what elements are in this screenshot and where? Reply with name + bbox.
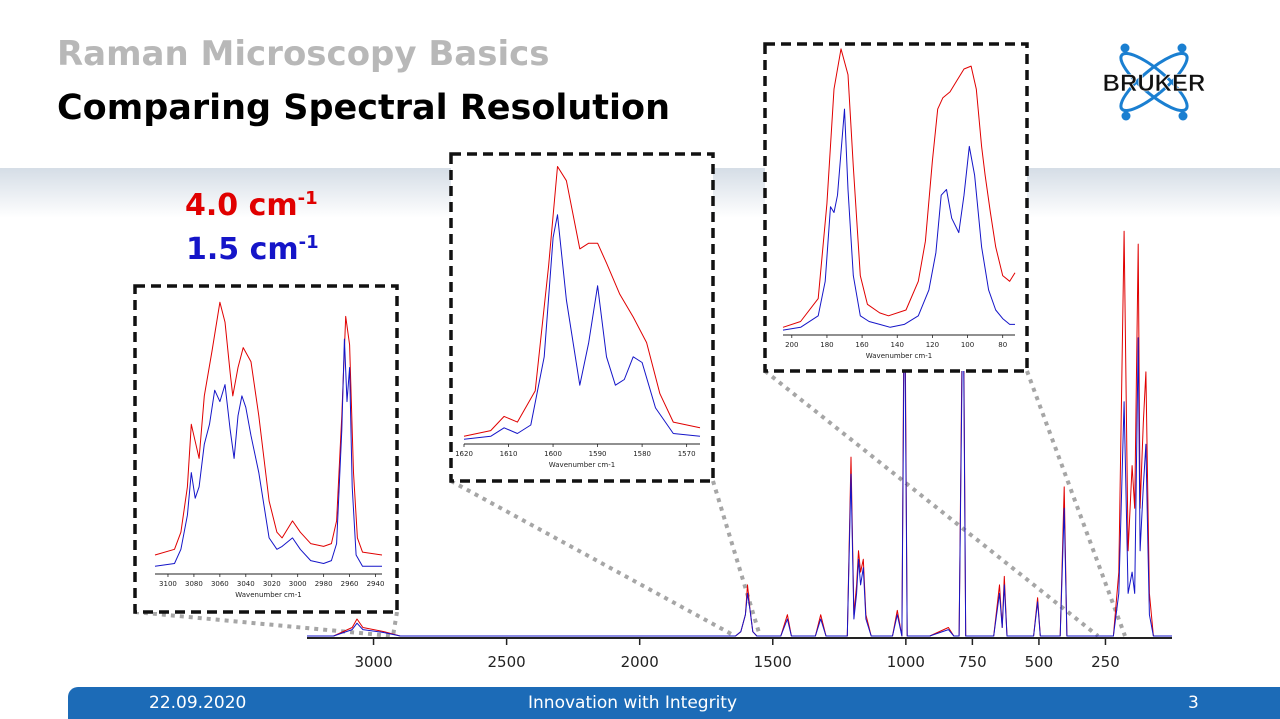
x-tick-label: 3040: [237, 580, 255, 588]
x-tick-label: 2000: [621, 653, 659, 671]
x-tick-label: 1620: [455, 450, 473, 458]
inset-frame: [449, 152, 715, 483]
x-tick-label: 1600: [544, 450, 562, 458]
inset-frame: [133, 284, 399, 614]
series-line-blue: [154, 338, 382, 567]
slide-supertitle: Raman Microscopy Basics: [57, 34, 550, 74]
x-tick-label: 140: [891, 341, 904, 349]
x-axis-label: Wavenumber cm-1: [235, 591, 301, 599]
x-tick-label: 2960: [341, 580, 359, 588]
legend-blue-resolution: 1.5 cm-1: [186, 232, 319, 267]
bruker-logo: BRUKER: [1102, 43, 1206, 121]
x-tick-label: 1570: [678, 450, 696, 458]
series-line-red: [307, 230, 1172, 637]
slide-title: Comparing Spectral Resolution: [57, 88, 670, 128]
x-axis-label: Wavenumber cm-1: [549, 461, 615, 469]
x-tick-label: 120: [926, 341, 939, 349]
x-tick-label: 1590: [589, 450, 607, 458]
x-tick-label: 3100: [159, 580, 177, 588]
x-tick-label: 160: [855, 341, 868, 349]
series-line-blue: [463, 214, 701, 440]
zoom-connector-line: [391, 611, 399, 637]
zoom-connector-line: [450, 479, 736, 638]
zoom-connector-line: [711, 480, 762, 637]
x-tick-label: 1000: [887, 653, 925, 671]
x-tick-label: 2500: [488, 653, 526, 671]
logo-text: BRUKER: [1103, 70, 1206, 97]
x-axis-label: Wavenumber cm-1: [866, 352, 932, 360]
x-tick-label: 250: [1091, 653, 1120, 671]
x-tick-label: 750: [958, 653, 987, 671]
x-tick-label: 3000: [354, 653, 392, 671]
x-tick-label: 1610: [500, 450, 518, 458]
series-line-blue: [307, 277, 1172, 637]
footer-bar: 22.09.2020 Innovation with Integrity 3: [68, 687, 1280, 719]
x-tick-label: 3060: [211, 580, 229, 588]
x-tick-label: 3020: [263, 580, 281, 588]
inset-frame: [763, 42, 1029, 373]
x-tick-label: 80: [998, 341, 1007, 349]
zoom-connector-line: [134, 610, 393, 638]
x-tick-label: 2940: [367, 580, 385, 588]
x-tick-label: 500: [1025, 653, 1054, 671]
page-number: 3: [1188, 693, 1199, 713]
chart-full-spectrum: 3000 2500 2000 1500 1000 750 500 250: [307, 230, 1172, 671]
x-tick-label: 180: [820, 341, 833, 349]
x-tick-label: 1500: [754, 653, 792, 671]
zoom-connector-line: [1025, 370, 1127, 637]
series-line-red: [782, 48, 1016, 328]
x-tick-label: 1580: [633, 450, 651, 458]
x-tick-label: 200: [785, 341, 798, 349]
zoom-connector-line: [763, 369, 1100, 638]
chart-inset-ch-stretch: 3100 3080 3060 3040 3020 3000 2980 2960 2940 Wave…: [133, 284, 399, 614]
x-tick-label: 3080: [185, 580, 203, 588]
series-line-red: [463, 166, 701, 437]
x-tick-label: 3000: [289, 580, 307, 588]
chart-inset-low-frequency: 200 180 160 140 120 100 80 Wavenumber cm-1: [763, 42, 1029, 373]
x-tick-label: 100: [961, 341, 974, 349]
chart-inset-ring-mode: 1620 1610 1600 1590 1580 1570 Wavenumber cm-1: [449, 152, 715, 483]
legend-red-resolution: 4.0 cm-1: [185, 188, 318, 223]
x-tick-label: 2980: [315, 580, 333, 588]
series-line-blue: [782, 108, 1015, 331]
footer-date: 22.09.2020: [149, 693, 247, 713]
footer-slogan: Innovation with Integrity: [528, 693, 738, 713]
